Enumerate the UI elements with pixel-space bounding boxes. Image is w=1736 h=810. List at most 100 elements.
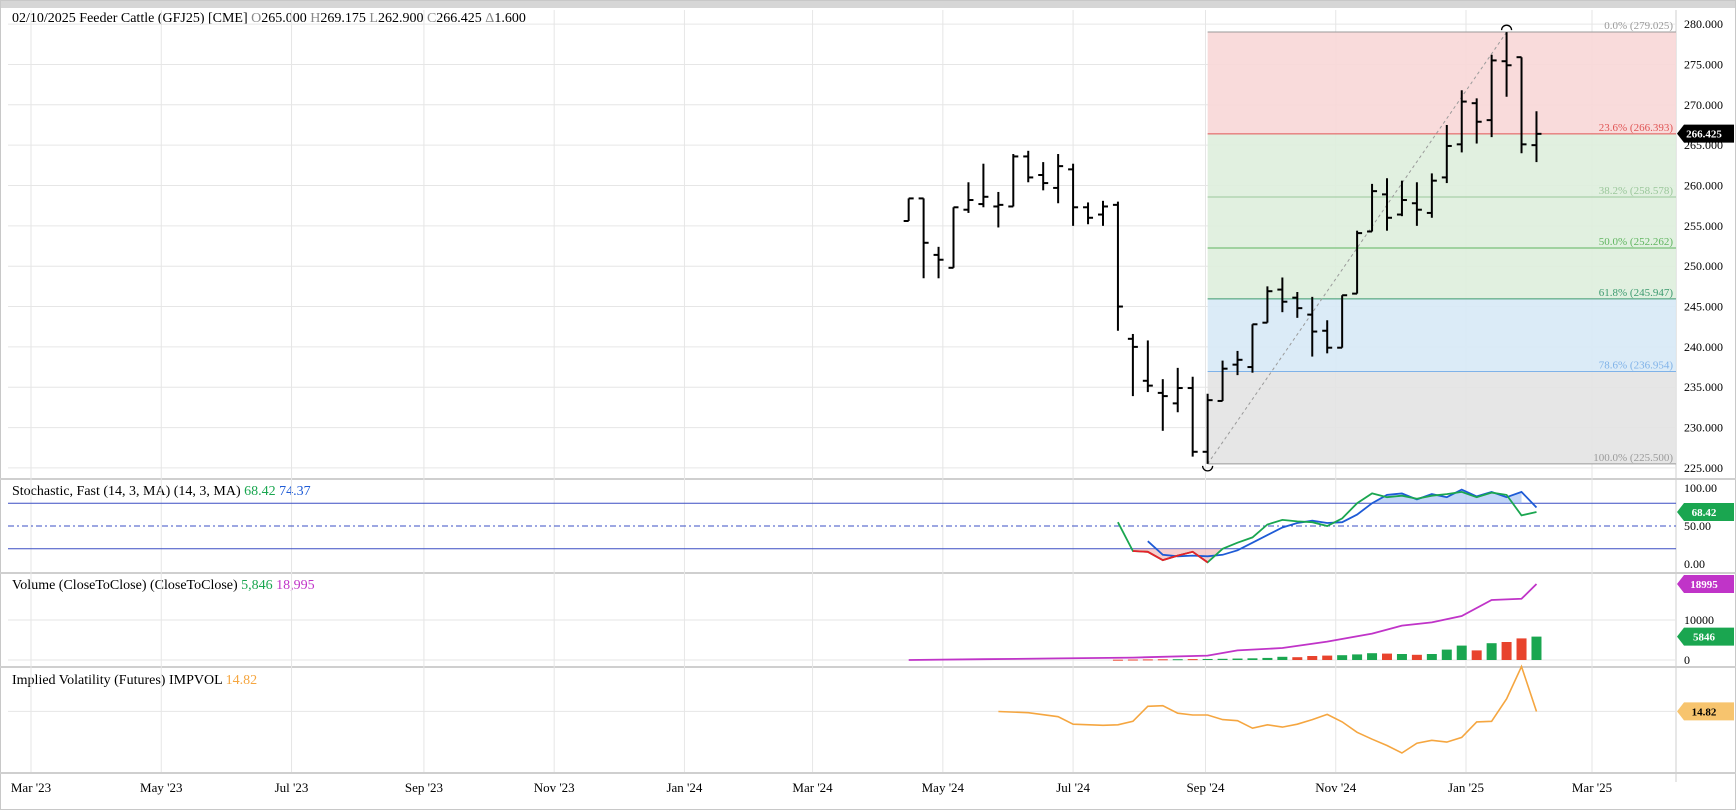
x-tick-label: Jan '25 (1448, 780, 1484, 795)
ohlc-bar (978, 163, 989, 208)
volume-badge: 5846 (1677, 627, 1734, 646)
price-tick-label: 260.000 (1684, 178, 1723, 192)
volume-bar (1367, 653, 1378, 660)
volume-tick-label: 10000 (1684, 613, 1714, 627)
price-tick-label: 245.000 (1684, 300, 1723, 314)
last-price-badge-text: 266.425 (1686, 129, 1722, 141)
ohlc-bar (1426, 173, 1437, 218)
ohlc-bar (948, 206, 959, 269)
price-tick-label: 235.000 (1684, 380, 1723, 394)
stochastic-header: Stochastic, Fast (14, 3, MA) (14, 3, MA)… (12, 484, 311, 500)
ohlc-bar (1352, 230, 1363, 295)
ohlc-bar (918, 197, 929, 279)
ohlc-bar (1187, 376, 1198, 457)
x-tick-label: Mar '23 (11, 780, 51, 795)
volume-bar (1142, 659, 1153, 661)
stochastic-tick-label: 100.00 (1684, 481, 1717, 495)
fib-level-label: 50.0% (252.262) (1599, 236, 1674, 248)
open-interest-badge: 18995 (1677, 575, 1734, 594)
volume-bar (1262, 657, 1273, 660)
ohlc-bar (993, 191, 1004, 228)
ohlc-bar (1307, 296, 1318, 357)
ohlc-bar (1023, 150, 1034, 183)
open-interest-value: 18,995 (276, 578, 315, 593)
impvol-line (998, 664, 1538, 754)
stochastic-d-value: 74.37 (279, 484, 311, 499)
x-tick-label: Sep '23 (405, 780, 443, 795)
header-low: 262.900 (377, 11, 424, 26)
x-tick-label: Mar '24 (792, 780, 833, 795)
header-change: 1.600 (494, 11, 526, 26)
volume-bar (1112, 659, 1123, 661)
x-tick-label: May '23 (140, 780, 182, 795)
stochastic-d-line (1147, 488, 1538, 558)
ohlc-bar (1112, 201, 1123, 331)
volume-bar (1426, 654, 1437, 660)
price-tick-label: 225.000 (1684, 461, 1723, 475)
fib-level-label: 61.8% (245.947) (1599, 287, 1674, 299)
volume-bar (1202, 658, 1213, 660)
price-tick-label: 250.000 (1684, 259, 1723, 273)
ohlc-bar (1008, 154, 1019, 208)
stochastic-title: Stochastic, Fast (14, 3, MA) (14, 3, MA) (12, 484, 241, 499)
volume-bar (1217, 658, 1228, 660)
ohlc-bar (1411, 182, 1422, 226)
stochastic-badge: 68.42 (1677, 503, 1734, 522)
fib-zone (1207, 298, 1676, 372)
volume-bar (1292, 657, 1303, 660)
fib-zone (1207, 371, 1676, 464)
x-tick-label: Jan '24 (666, 780, 702, 795)
ohlc-bar (1516, 56, 1527, 154)
volume-bar (1232, 658, 1243, 660)
fib-level-label: 0.0% (279.025) (1604, 20, 1673, 32)
impvol-badge: 14.82 (1677, 702, 1734, 721)
open-interest-badge-text: 18995 (1690, 579, 1718, 591)
open-interest-badge-shape (1677, 575, 1734, 594)
ohlc-bar (1381, 178, 1392, 231)
volume-bar (1127, 659, 1138, 661)
stochastic-tick-label: 0.00 (1684, 557, 1705, 571)
stochastic-tick-label: 50.00 (1684, 519, 1711, 533)
volume-tick-label: 0 (1684, 653, 1690, 667)
ohlc-bar (1247, 323, 1258, 373)
volume-bar (1396, 654, 1407, 660)
fib-level-label: 38.2% (258.578) (1599, 185, 1674, 197)
volume-bar (1157, 659, 1168, 661)
ohlc-bar (1471, 98, 1482, 144)
fib-level-label: 23.6% (266.393) (1599, 122, 1674, 134)
ohlc-bar (1292, 292, 1303, 318)
ohlc-bar (1127, 333, 1138, 397)
header-open: 265.000 (261, 11, 307, 26)
last-price-badge: 266.425 (1677, 124, 1734, 143)
fib-anchor-low (1201, 465, 1214, 472)
ohlc-bar (1262, 286, 1273, 324)
volume-value: 5,846 (241, 578, 273, 593)
volume-bar (1307, 656, 1318, 660)
x-tick-label: Sep '24 (1186, 780, 1225, 795)
stochastic-k-oversold-segment (1132, 550, 1209, 564)
ohlc-bar (1097, 200, 1108, 226)
volume-bar (1471, 650, 1482, 660)
x-tick-label: Mar '25 (1572, 780, 1612, 795)
volume-title: Volume (CloseToClose) (CloseToClose) (12, 578, 238, 593)
volume-bar (1277, 656, 1288, 660)
header-date: 02/10/2025 (12, 11, 76, 26)
ohlc-bar (1157, 379, 1168, 431)
ohlc-bar (1172, 367, 1183, 413)
price-tick-label: 230.000 (1684, 421, 1723, 435)
stochastic-badge-shape (1677, 503, 1734, 522)
ohlc-bar (1367, 183, 1378, 233)
fib-level-label: 100.0% (225.500) (1593, 452, 1673, 464)
ohlc-bar (1142, 340, 1153, 393)
header-symbol: Feeder Cattle (GFJ25) [CME] (79, 11, 248, 26)
x-tick-label: Jul '24 (1056, 780, 1090, 795)
x-tick-label: Nov '23 (534, 780, 575, 795)
x-tick-label: May '24 (922, 780, 965, 795)
volume-bar (1247, 658, 1258, 660)
volume-bar (1187, 659, 1198, 661)
volume-bar (1411, 654, 1422, 660)
price-tick-label: 240.000 (1684, 340, 1723, 354)
ohlc-bar (1441, 124, 1452, 184)
ohlc-bar (1277, 277, 1288, 313)
